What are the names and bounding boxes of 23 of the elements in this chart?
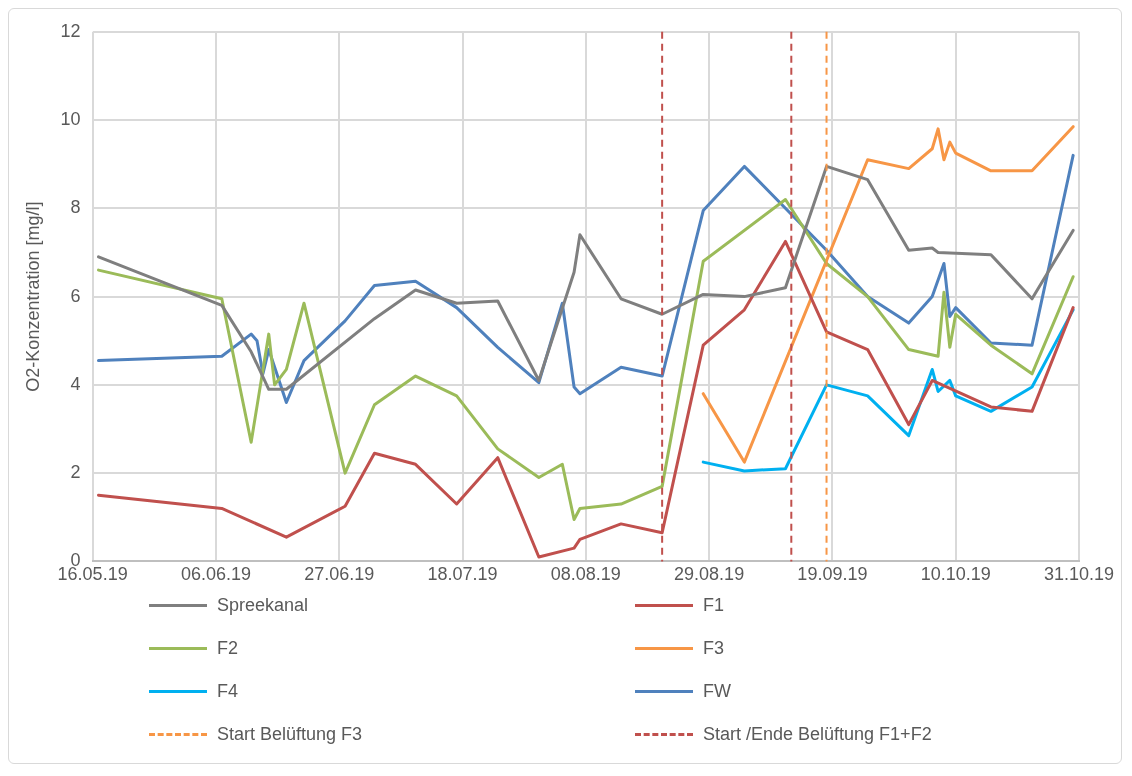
x-tick-label: 29.08.19 [674,564,745,585]
y-tick-label: 8 [70,197,81,218]
legend-label: Spreekanal [217,595,309,616]
legend-label: F2 [217,638,239,659]
legend-label: F4 [217,681,239,702]
x-tick-label: 31.10.19 [1043,564,1115,585]
y-tick-label: 10 [60,109,81,130]
x-tick-label: 10.10.19 [920,564,991,585]
legend-label: F1 [703,595,725,616]
y-tick-label: 6 [70,285,81,306]
legend-label: F3 [703,638,725,659]
y-tick-label: 4 [70,373,81,394]
x-tick-label: 27.06.19 [304,564,375,585]
y-tick-label: 12 [60,20,81,41]
x-tick-label: 18.07.19 [427,564,498,585]
x-tick-label: 19.09.19 [797,564,868,585]
legend-label: Start Belüftung F3 [217,724,363,745]
x-tick-label: 08.08.19 [550,564,621,585]
y-axis-title: O2-Konzentration [mg/l] [22,201,43,392]
legend-label: FW [703,681,731,702]
x-tick-label: 06.06.19 [180,564,251,585]
y-tick-label: 2 [70,462,81,483]
legend-label: Start /Ende Belüftung F1+F2 [703,724,932,745]
